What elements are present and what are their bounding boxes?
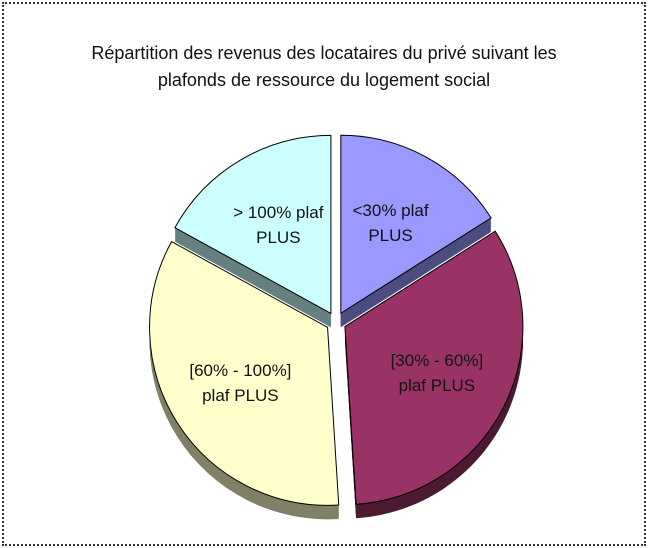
pie-slice (174, 134, 332, 315)
slice-label: > 100% plaf PLUS (233, 202, 324, 247)
slice-label: [30% - 60%] plaf PLUS (390, 351, 484, 396)
slice-label: <30% plaf PLUS (352, 200, 429, 245)
chart (149, 134, 524, 520)
chart-title: Répartition des revenus des locataires d… (91, 43, 557, 90)
pie-slice (344, 230, 524, 505)
pie-slice (149, 240, 340, 506)
slice-label: [60% - 100%] plaf PLUS (189, 360, 292, 405)
pie-slice (340, 134, 492, 315)
